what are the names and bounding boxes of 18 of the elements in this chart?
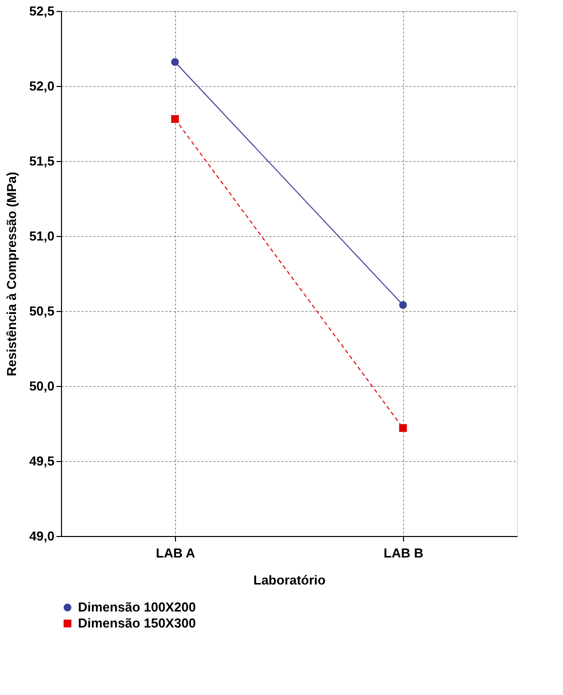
y-tick-label: 51,0	[29, 228, 54, 244]
y-tick-label: 50,5	[29, 304, 54, 318]
y-tick-label: 49,0	[29, 528, 54, 544]
point	[399, 424, 407, 432]
x-tick-label: LAB A	[156, 546, 196, 560]
x-tick-label: LAB B	[384, 546, 424, 560]
y-tick-label: 49,5	[29, 454, 54, 468]
y-tick-label: 50,0	[29, 378, 54, 394]
point	[171, 58, 179, 66]
point	[171, 115, 179, 123]
y-tick-label: 52,5	[29, 4, 54, 18]
point	[399, 301, 407, 309]
y-tick-label: 51,5	[29, 154, 54, 168]
y-axis-title: Resistência à Compressão (MPa)	[4, 172, 20, 376]
y-tick-label: 52,0	[29, 78, 54, 94]
legend-label: Dimensão 150X300	[78, 616, 196, 630]
legend-label: Dimensão 100X200	[78, 600, 196, 614]
x-axis-title: Laboratório	[253, 572, 326, 588]
